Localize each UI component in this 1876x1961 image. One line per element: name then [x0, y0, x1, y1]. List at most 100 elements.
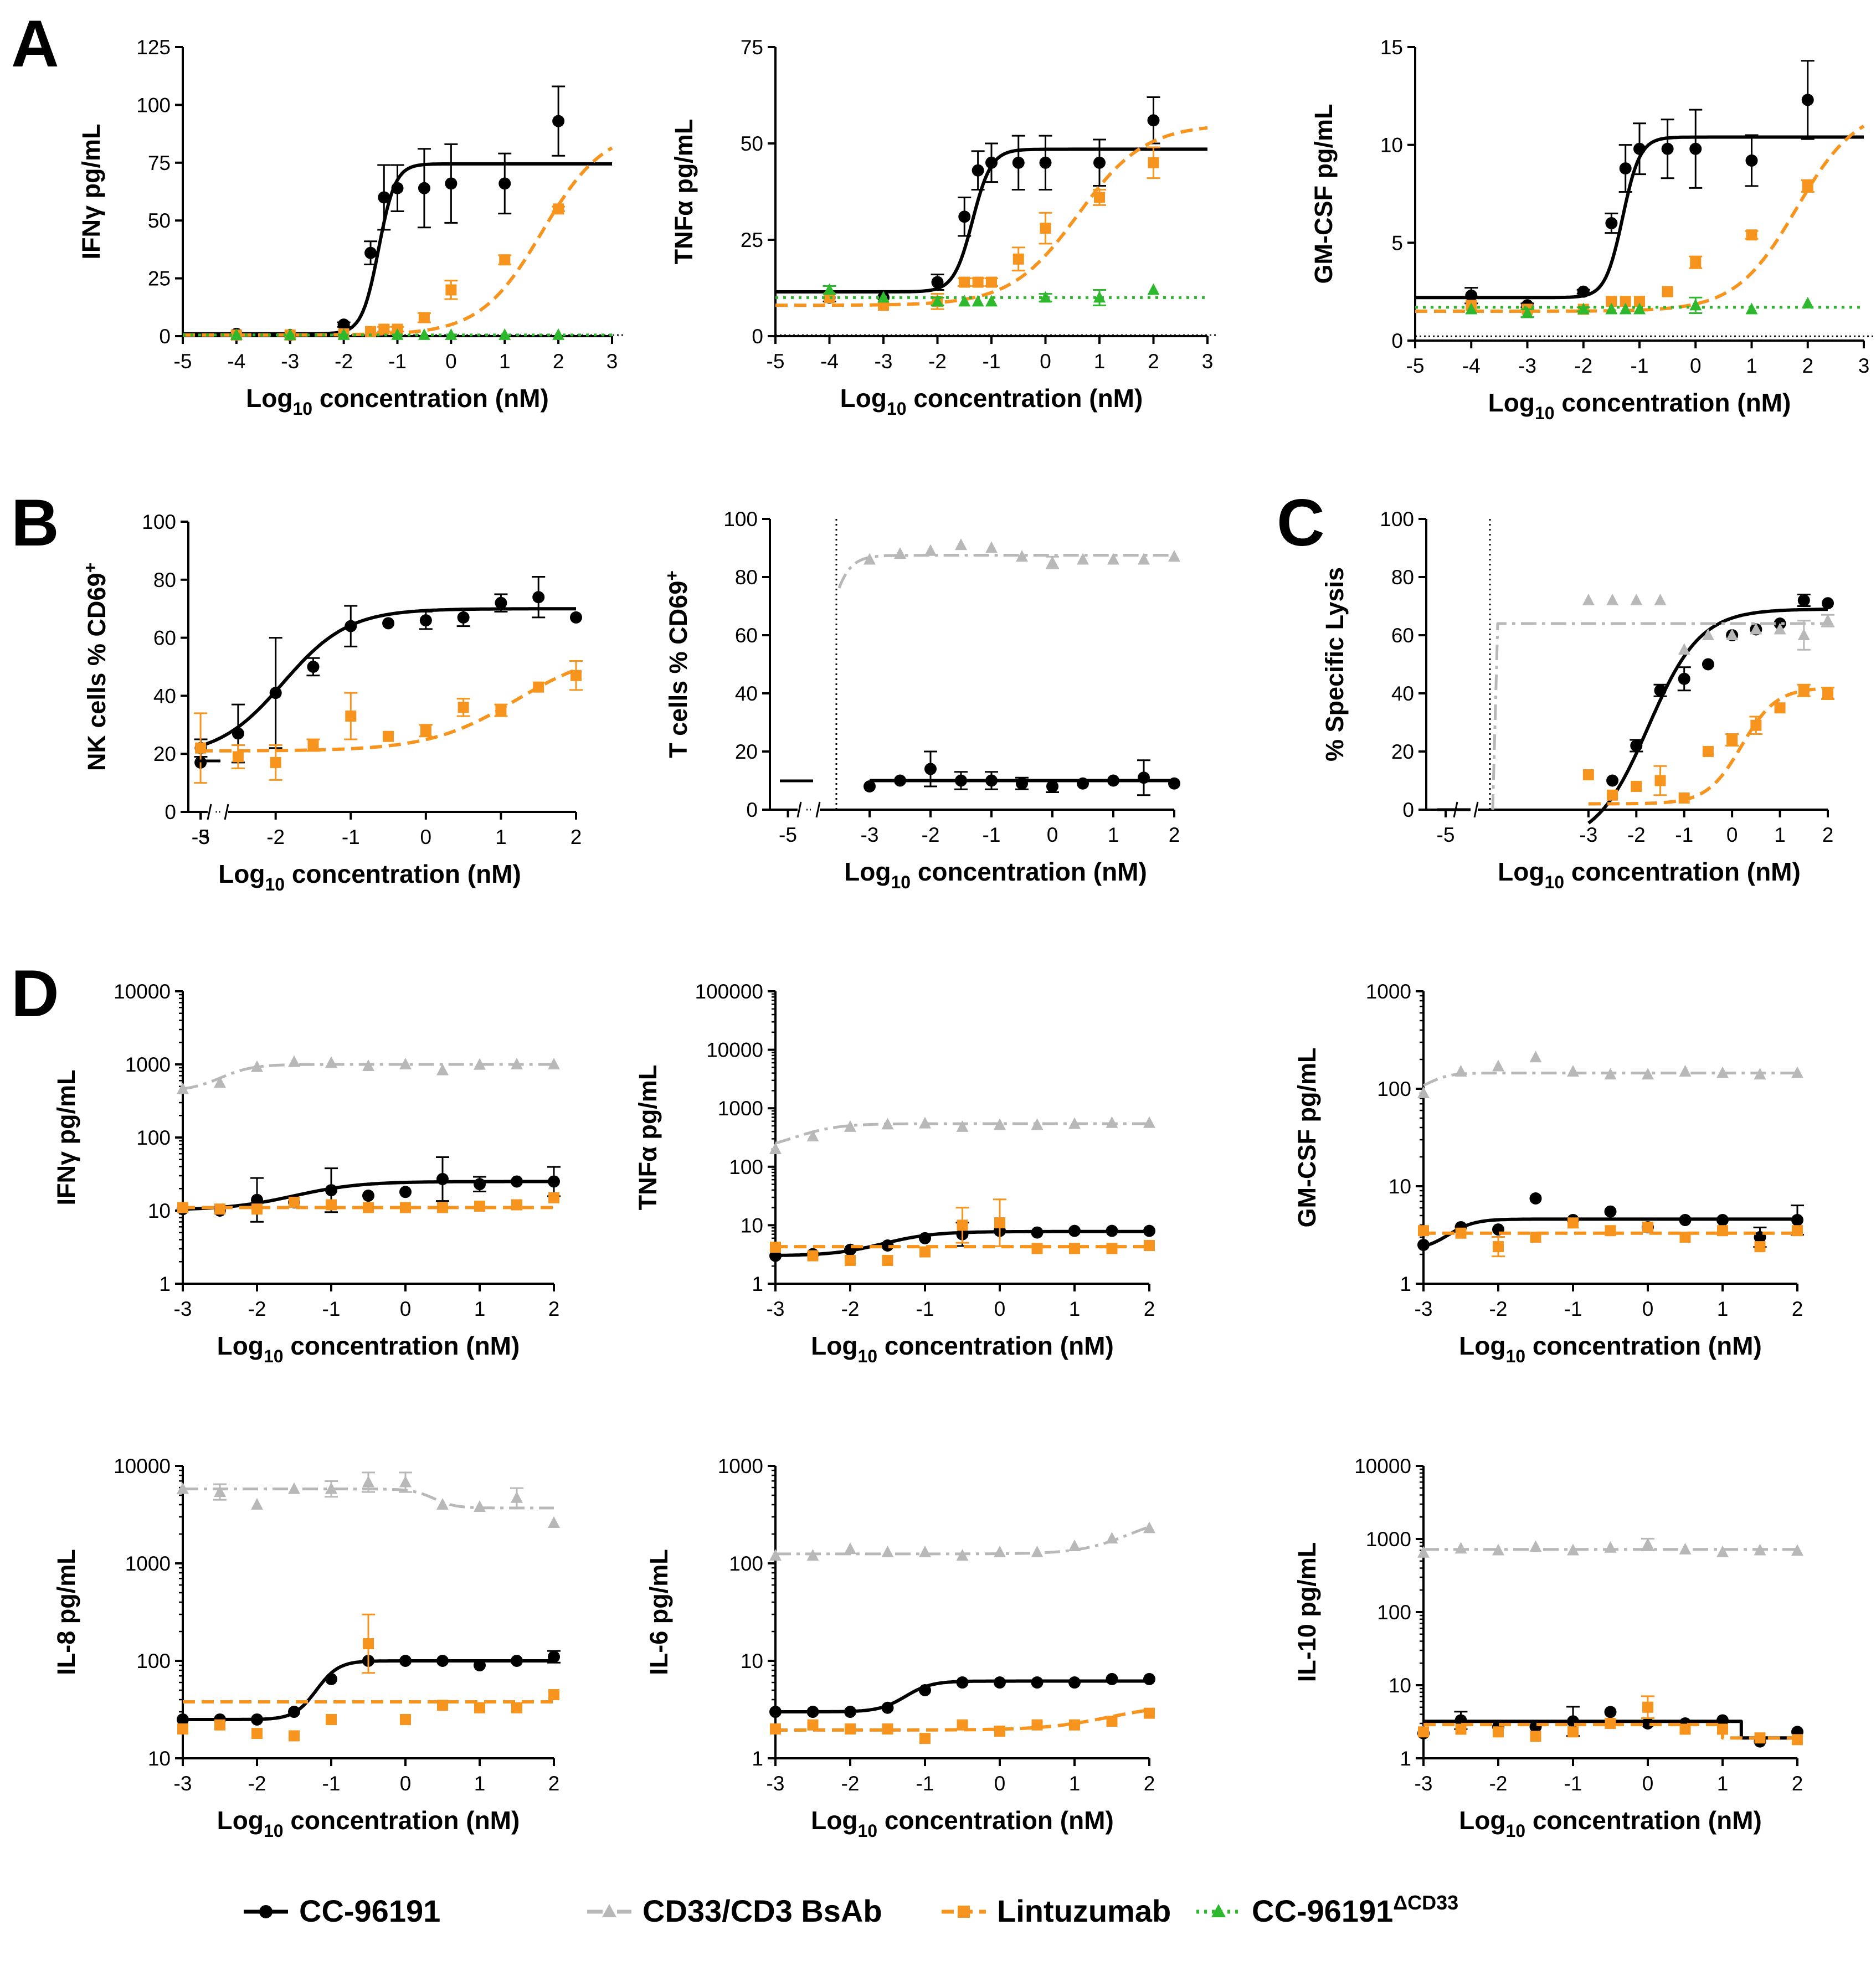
data-point [1754, 1241, 1766, 1253]
x-axis-label: Log10 concentration (nM) [1459, 1331, 1762, 1366]
y-tick-label: 20 [1391, 740, 1414, 763]
data-point [1745, 154, 1758, 167]
data-point [1662, 286, 1673, 297]
data-point [548, 1192, 559, 1203]
data-point [364, 246, 377, 259]
data-point [1604, 1706, 1617, 1718]
y-tick-label: 0 [159, 325, 171, 348]
data-point [1619, 302, 1632, 315]
legend-label: CC-96191 [299, 1893, 440, 1928]
data-point [1802, 180, 1813, 192]
data-point [985, 295, 998, 307]
data-point [1107, 774, 1119, 787]
data-point [230, 328, 243, 340]
data-point [956, 1120, 969, 1132]
x-tick-label: 1 [499, 350, 511, 373]
data-point [269, 687, 282, 699]
fit-curve [837, 554, 1174, 589]
data-point [1822, 614, 1834, 626]
data-point [919, 1733, 931, 1744]
y-axis-label: NK cells % CD69+ [80, 563, 111, 771]
data-point [345, 711, 357, 722]
y-axis-label: GM-CSF pg/mL [1293, 1048, 1321, 1228]
data-point [362, 1190, 374, 1202]
x-tick-label: -1 [342, 826, 360, 848]
y-tick-label: 60 [153, 627, 176, 650]
chart-A1: -5 -4 -3 -2 -1 0 1 2 3 0 25 50 75 100 125 Log10 concent… [77, 36, 623, 419]
data-point [378, 191, 390, 204]
legend-label: Lintuzumab [997, 1893, 1171, 1928]
data-point [1717, 1225, 1728, 1237]
y-tick-label: 1000 [125, 1552, 171, 1575]
data-point [1147, 114, 1160, 127]
data-point [1143, 1116, 1155, 1128]
fit-curve [200, 607, 576, 748]
x-tick-label: 3 [1202, 350, 1214, 373]
data-point [270, 756, 281, 768]
data-point [1702, 746, 1714, 757]
x-tick-label: 2 [1144, 1298, 1155, 1320]
axis-break-mark [815, 801, 821, 818]
data-point [1678, 643, 1690, 655]
data-point [1454, 1542, 1467, 1554]
y-tick-label: 10000 [1354, 1455, 1411, 1478]
data-point [437, 1202, 448, 1213]
fit-curve [201, 668, 577, 753]
data-point [1077, 553, 1089, 565]
data-point [289, 1730, 300, 1742]
chart-D6: -3 -2 -1 0 1 2 1 10 100 1000 10000 Log10 concentrat… [1293, 1455, 1803, 1841]
data-point [844, 1706, 856, 1718]
data-point [1031, 1545, 1044, 1557]
data-point [1077, 777, 1089, 790]
data-point [1642, 1221, 1653, 1233]
data-point [1106, 1116, 1118, 1128]
data-point [1801, 94, 1814, 106]
x-tick-label: -3 [767, 1298, 785, 1320]
data-point [378, 323, 390, 335]
data-point [1016, 550, 1028, 562]
data-point [1138, 771, 1150, 784]
series-lintuzumab [1582, 683, 1834, 806]
data-point [1791, 1544, 1803, 1556]
legend-label: CD33/CD3 BsAb [643, 1893, 882, 1928]
x-tick-label: -3 [192, 826, 210, 848]
data-point [436, 1063, 449, 1075]
x-tick-label: 3 [607, 350, 618, 373]
data-point [823, 283, 836, 295]
y-tick-label: 50 [741, 132, 763, 155]
x-tick-label: -3 [1415, 1772, 1433, 1795]
panel-letter-B: B [11, 486, 59, 560]
data-point [994, 1118, 1006, 1130]
data-point [474, 1702, 485, 1713]
legend-marker [602, 1904, 616, 1917]
data-point [195, 742, 207, 754]
data-point [391, 328, 404, 340]
x-tick-label: 0 [445, 350, 457, 373]
y-axis-label: T cells % CD69+ [662, 570, 692, 758]
data-point [985, 774, 998, 787]
series-lintuzumab [194, 660, 583, 784]
x-tick-label: 0 [1642, 1298, 1654, 1320]
data-point [511, 1655, 523, 1667]
axis-break-mark [207, 804, 212, 820]
data-point [1577, 302, 1590, 315]
data-point [881, 1239, 894, 1252]
data-point [1654, 684, 1667, 697]
data-point [1791, 1066, 1803, 1078]
data-point [1143, 1521, 1155, 1533]
data-point [956, 1549, 969, 1561]
data-point [418, 182, 430, 194]
x-tick-label: -1 [1631, 354, 1649, 377]
x-tick-label: -3 [875, 350, 893, 373]
data-point [1418, 1225, 1429, 1237]
x-tick-label: -4 [820, 350, 839, 373]
x-tick-label: 3 [1858, 354, 1870, 377]
x-tick-label: -2 [1489, 1298, 1508, 1320]
data-point [1726, 629, 1739, 640]
data-point [877, 291, 890, 303]
panel-letter-C: C [1277, 486, 1325, 560]
y-tick-label: 100 [136, 94, 171, 116]
